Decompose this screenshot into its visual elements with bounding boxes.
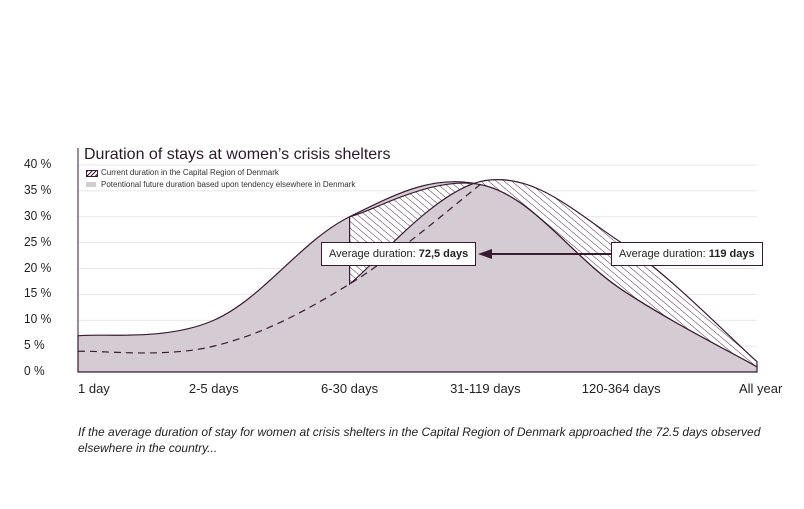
callout-average-72: Average duration: 72,5 days [321, 242, 477, 266]
x-tick-label: 1 day [78, 381, 110, 396]
callout-119-value: 119 days [708, 248, 755, 260]
callout-72-prefix: Average duration: [329, 248, 419, 260]
callout-119-prefix: Average duration: [619, 248, 709, 260]
y-tick-label: 40 % [24, 156, 52, 171]
y-tick-label: 35 % [24, 181, 52, 197]
legend-label-current: Current duration in the Capital Region o… [101, 168, 279, 177]
legend-swatch-current [86, 170, 98, 177]
callout-average-119: Average duration: 119 days [611, 242, 763, 266]
y-tick-label: 30 % [24, 207, 52, 223]
callout-72-value: 72,5 days [418, 248, 469, 260]
y-tick-label: 10 % [24, 311, 52, 327]
chart-caption: If the average duration of stay for wome… [78, 425, 761, 455]
x-tick-label: All year [739, 381, 783, 396]
legend-label-future: Potentional future duration based upon t… [101, 180, 356, 189]
y-tick-label: 15 % [24, 285, 52, 301]
legend-swatch-future [86, 182, 96, 187]
x-tick-label: 2-5 days [188, 381, 239, 396]
x-tick-label: 6-30 days [321, 381, 379, 396]
x-tick-label: 31-119 days [450, 381, 521, 396]
annotation-arrowhead [478, 249, 492, 259]
x-tick-label: 120-364 days [581, 381, 661, 396]
current-duration-dashed-line [77, 180, 486, 354]
y-tick-label: 25 % [24, 233, 52, 249]
y-tick-label: 20 % [24, 259, 52, 275]
y-tick-label: 0 % [24, 363, 45, 378]
chart-title: Duration of stays at women’s crisis shel… [84, 146, 391, 163]
y-tick-label: 5 % [24, 337, 45, 353]
